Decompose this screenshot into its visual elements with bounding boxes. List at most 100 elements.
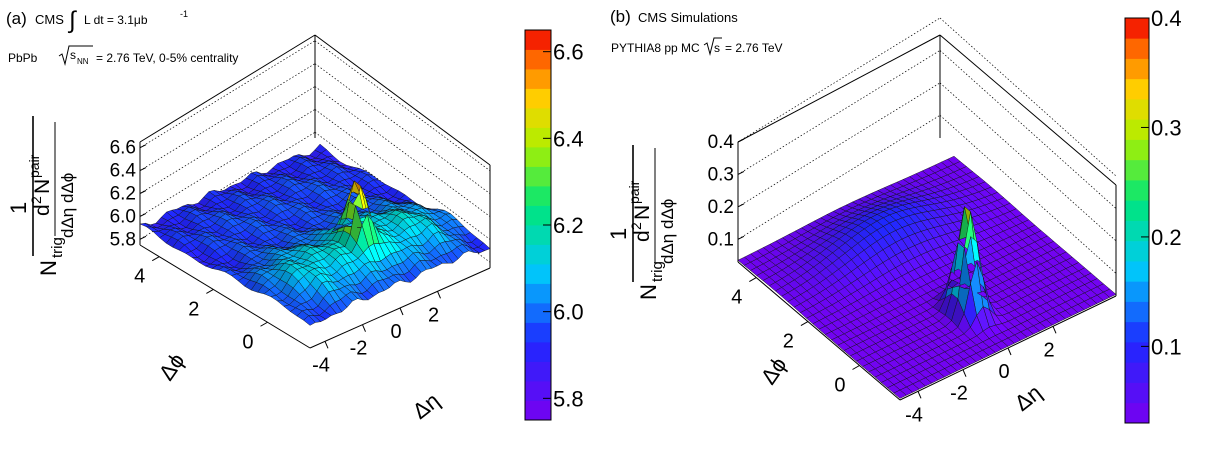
panel-b-sqrt-s: s (714, 41, 720, 55)
panel-a-gridline (314, 86, 491, 217)
panel-b-gridline (939, 82, 1117, 242)
panel-b-colorbar-band (1125, 78, 1149, 100)
panel-b-eta-tick-label: -4 (905, 404, 923, 426)
panel-b-colorbar-band (1125, 321, 1149, 343)
panel-a-gridline (314, 63, 491, 194)
panel-a-eta-tick (324, 341, 329, 349)
panel-b: (b) CMS Simulations PYTHIA8 pp MC s = 2.… (606, 6, 1182, 426)
panel-b-z-num-pair: pair (626, 180, 642, 204)
panel-b-z-tick-label: 0.3 (708, 164, 734, 185)
panel-b-colorbar-band (1125, 99, 1149, 120)
panel-a-gridline (314, 40, 491, 172)
panel-a-phi-tick (151, 256, 160, 262)
panel-a-z-num-d: d (31, 204, 54, 216)
panel-a-gridline (139, 40, 316, 149)
panel-b-colorbar-band (1125, 362, 1149, 383)
panel-b-colorbar-band (1125, 342, 1149, 363)
panel-b-grid (737, 17, 1117, 274)
panel-b-box-edges (737, 34, 1117, 296)
panel-b-eta-tick (917, 391, 922, 399)
panel-a-colorbar-band (525, 205, 551, 226)
panel-a-z-tick-label: 6.2 (110, 184, 136, 205)
panel-a-phi-axis: 0 2 4 (134, 244, 311, 353)
panel-a-colorbar-band (525, 264, 551, 284)
panel-b-z-ntrig-sub: trig (649, 261, 666, 282)
panel-b-z-denom: dΔη dΔϕ (658, 199, 677, 264)
panel-a-system: PbPb (8, 51, 38, 65)
panel-a-surface-cell (395, 202, 408, 205)
panel-b-gridline (737, 114, 941, 240)
panel-b-colorbar-band (1125, 261, 1149, 282)
panel-a-surface-cell (355, 292, 369, 301)
panel-a-surface-cell (398, 273, 412, 283)
panel-a-header: (a) CMS ∫ L dt = 3.1μb -1 PbPb s NN = 2.… (6, 7, 238, 66)
panel-a-eta-axis: -4 -2 0 2 (309, 267, 491, 376)
panel-b-phi-axis-line (737, 261, 901, 401)
panel-a-integral-sign: ∫ (67, 7, 77, 34)
panel-b-eta-tick (1052, 326, 1057, 334)
panel-a-z-denom: dΔη dΔϕ (58, 173, 77, 238)
panel-b-phi-tick (749, 277, 757, 283)
panel-a-energy: = 2.76 TeV, 0-5% centrality (96, 51, 238, 65)
panel-b-gridline (737, 82, 941, 208)
panel-b-eta-axis: -4 -2 0 2 (899, 295, 1117, 426)
panel-b-experiment: CMS Simulations (638, 10, 738, 25)
panel-b-phi-tick (800, 321, 809, 326)
panel-b-colorbar-tick-label: 0.4 (1151, 6, 1182, 31)
panel-a-z-tick (139, 212, 147, 217)
panel-a-eta-tick (399, 307, 404, 316)
panel-a-z-num-n: N (31, 179, 54, 194)
panel-a-z-tick-label: 6.4 (110, 161, 137, 182)
panel-a-z-tick (139, 235, 147, 240)
panel-a-luminosity: L dt = 3.1μb (84, 13, 148, 27)
panel-a-sqrt-sub: NN (77, 57, 89, 66)
panel-a-phi-tick (260, 321, 268, 327)
panel-a-colorbar-tick-label: 6.6 (553, 40, 584, 65)
panel-a-colorbar: 5.8 6.0 6.2 6.4 6.6 (524, 29, 584, 421)
panel-b-colorbar-tick-label: 0.3 (1151, 115, 1182, 140)
panel-a-grid (139, 40, 491, 263)
panel-a-colorbar-tick-label: 5.8 (553, 386, 584, 411)
panel-a-colorbar-band (525, 322, 551, 343)
panel-a-eta-tick (362, 324, 366, 332)
panel-b-colorbar-band (1125, 281, 1149, 302)
panel-a-colorbar-band (525, 244, 551, 265)
panel-a-z-axis: 5.86.06.26.46.6 (110, 138, 147, 250)
panel-b-z-tick (737, 170, 745, 175)
panel-b-z-tick (737, 235, 745, 240)
panel-a-eta-tick-label: -2 (350, 338, 368, 360)
panel-b-eta-title: Δη (1010, 380, 1047, 416)
panel-b-z-tick-label: 0.2 (708, 197, 734, 218)
panel-b-surface-cell (893, 389, 907, 399)
panel-b-phi-tick-label: 4 (731, 287, 742, 309)
panel-a-colorbar-band (525, 186, 551, 206)
panel-b-colorbar-band (1125, 18, 1149, 39)
panel-a-colorbar-band (525, 49, 551, 70)
panel-a-gridline (139, 86, 316, 194)
panel-b-gridline (939, 50, 1117, 209)
panel-a-z-one: 1 (6, 202, 31, 214)
panel-a-surface-cell (303, 315, 316, 326)
panel-a-colorbar-band (525, 283, 551, 304)
panel-a-surface (139, 143, 491, 326)
panel-b-gridline (737, 50, 941, 175)
panel-a-z-tick (139, 190, 147, 194)
panel-b-phi-tick (852, 365, 860, 370)
panel-b-colorbar-tick-label: 0.2 (1151, 225, 1182, 250)
panel-b-gridline (737, 17, 941, 143)
panel-b-generator: PYTHIA8 pp MC (611, 41, 700, 55)
panel-a-phi-axis-line (139, 244, 311, 349)
panel-b-gridline (939, 17, 1117, 177)
panel-b-z-tick (737, 203, 745, 208)
panel-b-colorbar: 0.1 0.2 0.3 0.4 (1124, 6, 1182, 424)
panel-a-experiment: CMS (35, 12, 64, 27)
panel-a-eta-tick-label: -4 (312, 354, 330, 376)
panel-a-colorbar-band (525, 30, 551, 50)
panel-b-colorbar-band (1125, 119, 1149, 140)
panel-b-phi-tick-label: 2 (783, 331, 794, 353)
panel-b-eta-tick-label: 0 (998, 361, 1009, 383)
panel-a-z-tick-label: 6.6 (110, 138, 136, 159)
panel-a-z-tick-label: 6.0 (110, 206, 136, 227)
panel-a-luminosity-exp: -1 (180, 9, 188, 19)
